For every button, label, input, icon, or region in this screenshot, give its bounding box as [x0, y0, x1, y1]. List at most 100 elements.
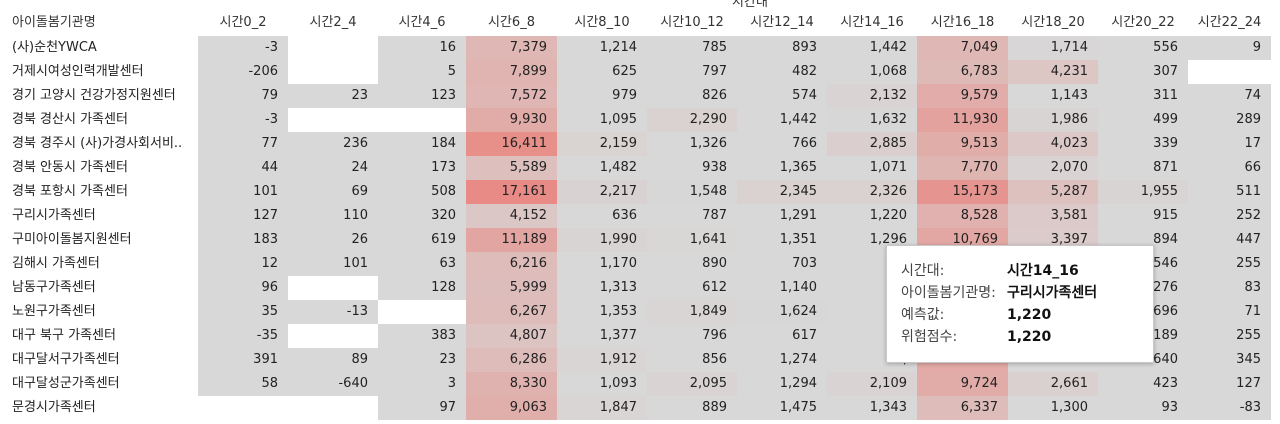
row-label[interactable]: 문경시가족센터	[0, 396, 198, 420]
heatmap-cell[interactable]: 3	[378, 372, 466, 396]
heatmap-cell[interactable]	[288, 108, 378, 132]
heatmap-cell[interactable]: 482	[737, 60, 827, 84]
heatmap-cell[interactable]: 345	[1188, 348, 1271, 372]
row-label[interactable]: 대구 북구 가족센터	[0, 324, 198, 348]
heatmap-cell[interactable]: 83	[1188, 276, 1271, 300]
heatmap-cell[interactable]: 23	[378, 348, 466, 372]
heatmap-cell[interactable]: 1,442	[737, 108, 827, 132]
heatmap-cell[interactable]: 96	[198, 276, 288, 300]
heatmap-cell[interactable]: 1,220	[827, 204, 917, 228]
heatmap-cell[interactable]: 1,624	[737, 300, 827, 324]
heatmap-cell[interactable]: 184	[378, 132, 466, 156]
heatmap-cell[interactable]	[288, 36, 378, 60]
heatmap-cell[interactable]: 938	[647, 156, 737, 180]
heatmap-cell[interactable]: 6,783	[917, 60, 1008, 84]
heatmap-cell[interactable]: 2,326	[827, 180, 917, 204]
row-label[interactable]: 남동구가족센터	[0, 276, 198, 300]
heatmap-cell[interactable]: 93	[1098, 396, 1188, 420]
heatmap-cell[interactable]: 915	[1098, 204, 1188, 228]
heatmap-cell[interactable]: 1,093	[557, 372, 647, 396]
heatmap-cell[interactable]: 979	[557, 84, 647, 108]
heatmap-cell[interactable]: 44	[198, 156, 288, 180]
column-header[interactable]: 시간4_6	[398, 15, 446, 30]
heatmap-cell[interactable]: 9,063	[466, 396, 557, 420]
column-header[interactable]: 시간18_20	[1021, 15, 1085, 30]
heatmap-cell[interactable]: 703	[737, 252, 827, 276]
heatmap-cell[interactable]: 383	[378, 324, 466, 348]
heatmap-cell[interactable]: 6,216	[466, 252, 557, 276]
heatmap-cell[interactable]: 871	[1098, 156, 1188, 180]
column-header[interactable]: 시간20_22	[1111, 15, 1175, 30]
heatmap-cell[interactable]: -3	[198, 36, 288, 60]
heatmap-cell[interactable]: 889	[647, 396, 737, 420]
heatmap-cell[interactable]: 1,274	[737, 348, 827, 372]
heatmap-cell[interactable]	[198, 396, 288, 420]
heatmap-cell[interactable]: 127	[1188, 372, 1271, 396]
heatmap-cell[interactable]: 1,849	[647, 300, 737, 324]
heatmap-cell[interactable]: 97	[378, 396, 466, 420]
row-label[interactable]: 경기 고양시 건강가정지원센터	[0, 84, 198, 108]
row-label[interactable]: 대구달성군가족센터	[0, 372, 198, 396]
heatmap-cell[interactable]: 787	[647, 204, 737, 228]
heatmap-cell[interactable]	[378, 300, 466, 324]
heatmap-cell[interactable]: 2,345	[737, 180, 827, 204]
column-header-name[interactable]: 아이돌봄기관명	[12, 15, 96, 30]
heatmap-cell[interactable]: 74	[1188, 84, 1271, 108]
heatmap-cell[interactable]: 556	[1098, 36, 1188, 60]
row-label[interactable]: 경북 포항시 가족센터	[0, 180, 198, 204]
heatmap-cell[interactable]: 4,231	[1008, 60, 1098, 84]
heatmap-cell[interactable]: 6,286	[466, 348, 557, 372]
heatmap-cell[interactable]: 1,351	[737, 228, 827, 252]
heatmap-cell[interactable]: 63	[378, 252, 466, 276]
row-label[interactable]: 김해시 가족센터	[0, 252, 198, 276]
heatmap-cell[interactable]: 173	[378, 156, 466, 180]
heatmap-cell[interactable]: 320	[378, 204, 466, 228]
heatmap-cell[interactable]: 2,885	[827, 132, 917, 156]
heatmap-cell[interactable]: 1,313	[557, 276, 647, 300]
heatmap-cell[interactable]: 856	[647, 348, 737, 372]
heatmap-cell[interactable]: -640	[288, 372, 378, 396]
heatmap-cell[interactable]: 1,955	[1098, 180, 1188, 204]
heatmap-cell[interactable]: -83	[1188, 396, 1271, 420]
heatmap-cell[interactable]: 4,152	[466, 204, 557, 228]
heatmap-cell[interactable]: 9	[1188, 36, 1271, 60]
column-header[interactable]: 시간16_18	[930, 15, 995, 30]
column-header[interactable]: 시간0_2	[219, 15, 267, 30]
row-label[interactable]: 노원구가족센터	[0, 300, 198, 324]
heatmap-cell[interactable]	[1188, 60, 1271, 84]
heatmap-cell[interactable]: 289	[1188, 108, 1271, 132]
heatmap-cell[interactable]: 183	[198, 228, 288, 252]
heatmap-cell[interactable]: 4,807	[466, 324, 557, 348]
heatmap-cell[interactable]: -206	[198, 60, 288, 84]
heatmap-cell[interactable]: 9,579	[917, 84, 1008, 108]
heatmap-cell[interactable]: 1,482	[557, 156, 647, 180]
heatmap-cell[interactable]: 7,770	[917, 156, 1008, 180]
heatmap-cell[interactable]: 7,899	[466, 60, 557, 84]
heatmap-cell[interactable]: 79	[198, 84, 288, 108]
heatmap-cell[interactable]: 5	[378, 60, 466, 84]
heatmap-cell[interactable]: 1,990	[557, 228, 647, 252]
heatmap-cell[interactable]: 307	[1098, 60, 1188, 84]
heatmap-cell[interactable]: 101	[198, 180, 288, 204]
heatmap-cell[interactable]: 255	[1188, 252, 1271, 276]
heatmap-cell[interactable]: 23	[288, 84, 378, 108]
heatmap-cell[interactable]: 5,999	[466, 276, 557, 300]
heatmap-cell[interactable]: 9,930	[466, 108, 557, 132]
heatmap-cell[interactable]: 1,377	[557, 324, 647, 348]
heatmap-cell[interactable]	[378, 108, 466, 132]
heatmap-cell[interactable]: 636	[557, 204, 647, 228]
heatmap-cell[interactable]: -35	[198, 324, 288, 348]
heatmap-cell[interactable]: 508	[378, 180, 466, 204]
heatmap-cell[interactable]: 35	[198, 300, 288, 324]
heatmap-cell[interactable]: 766	[737, 132, 827, 156]
heatmap-cell[interactable]: 26	[288, 228, 378, 252]
heatmap-cell[interactable]: 1,641	[647, 228, 737, 252]
heatmap-cell[interactable]: 24	[288, 156, 378, 180]
heatmap-cell[interactable]: -13	[288, 300, 378, 324]
heatmap-cell[interactable]: 9,724	[917, 372, 1008, 396]
heatmap-cell[interactable]: 1,068	[827, 60, 917, 84]
column-header[interactable]: 시간10_12	[660, 15, 724, 30]
heatmap-cell[interactable]: 311	[1098, 84, 1188, 108]
heatmap-cell[interactable]: 1,632	[827, 108, 917, 132]
heatmap-cell[interactable]: 16	[378, 36, 466, 60]
